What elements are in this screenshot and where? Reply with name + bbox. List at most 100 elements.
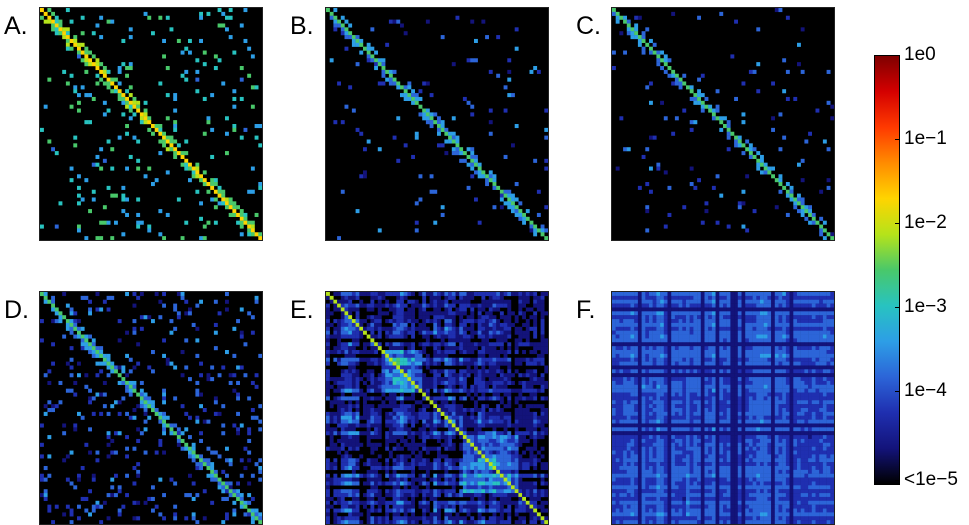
heatmap-cell <box>341 489 345 493</box>
heatmap-cell <box>827 296 831 300</box>
heatmap-cell <box>407 462 411 466</box>
heatmap-cell <box>367 423 371 427</box>
heatmap-cell <box>88 120 92 124</box>
heatmap-cell <box>396 454 400 458</box>
heatmap-cell <box>255 416 259 420</box>
heatmap-cell <box>515 485 519 489</box>
heatmap-cell <box>478 520 482 524</box>
heatmap-cell <box>481 170 485 174</box>
heatmap-cell <box>511 209 515 213</box>
heatmap-cell <box>125 412 129 416</box>
heatmap-cell <box>341 416 345 420</box>
heatmap-cell <box>144 400 148 404</box>
heatmap-cell <box>478 389 482 393</box>
heatmap-cell <box>489 362 493 366</box>
heatmap-cell <box>533 420 537 424</box>
heatmap-cell <box>771 81 775 85</box>
heatmap-cell <box>433 304 437 308</box>
heatmap-cell <box>430 319 434 323</box>
heatmap-cell <box>526 331 530 335</box>
heatmap-cell <box>426 451 430 455</box>
heatmap-cell <box>236 412 240 416</box>
heatmap-cell <box>452 296 456 300</box>
heatmap-cell <box>337 481 341 485</box>
heatmap-cell <box>493 319 497 323</box>
heatmap-cell <box>177 427 181 431</box>
heatmap-cell <box>407 404 411 408</box>
heatmap-cell <box>218 23 222 27</box>
heatmap-cell <box>173 109 177 113</box>
heatmap-cell <box>500 300 504 304</box>
heatmap-cell <box>459 296 463 300</box>
heatmap-cell <box>382 81 386 85</box>
heatmap-cell <box>348 520 352 524</box>
heatmap-cell <box>374 485 378 489</box>
heatmap-cell <box>415 369 419 373</box>
heatmap-cell <box>330 439 334 443</box>
heatmap-cell <box>356 458 360 462</box>
heatmap-cell <box>430 377 434 381</box>
heatmap-cell <box>337 319 341 323</box>
heatmap-cell <box>396 481 400 485</box>
heatmap-cell <box>99 307 103 311</box>
heatmap-cell <box>59 400 63 404</box>
heatmap-cell <box>533 493 537 497</box>
heatmap-cell <box>437 327 441 331</box>
heatmap-cell <box>430 304 434 308</box>
heatmap-cell <box>393 458 397 462</box>
heatmap-cell <box>374 493 378 497</box>
heatmap-cell <box>478 381 482 385</box>
heatmap-cell <box>411 300 415 304</box>
heatmap-cell <box>827 186 831 190</box>
heatmap-cell <box>738 304 742 308</box>
heatmap-cell <box>181 292 185 296</box>
heatmap-cell <box>515 346 519 350</box>
heatmap-cell <box>530 489 534 493</box>
heatmap-cell <box>419 400 423 404</box>
heatmap-cell <box>530 396 534 400</box>
heatmap-cell <box>370 300 374 304</box>
heatmap-cell <box>244 213 248 217</box>
heatmap-cell <box>504 462 508 466</box>
heatmap-cell <box>526 505 530 509</box>
heatmap-cell <box>496 408 500 412</box>
heatmap-cell <box>367 470 371 474</box>
heatmap-cell <box>544 520 548 524</box>
heatmap-cell <box>240 217 244 221</box>
heatmap-cell <box>653 300 657 304</box>
heatmap-cell <box>393 381 397 385</box>
heatmap-cell <box>504 194 508 198</box>
heatmap-cell <box>345 474 349 478</box>
heatmap-cell <box>612 8 616 12</box>
heatmap-cell <box>367 385 371 389</box>
heatmap-cell <box>459 509 463 513</box>
heatmap-cell <box>229 381 233 385</box>
heatmap-cell <box>668 311 672 315</box>
heatmap-cell <box>760 159 764 163</box>
heatmap-cell <box>448 381 452 385</box>
heatmap-cell <box>348 458 352 462</box>
heatmap-cell <box>656 163 660 167</box>
heatmap-cell <box>393 493 397 497</box>
heatmap-cell <box>341 190 345 194</box>
heatmap-cell <box>84 443 88 447</box>
heatmap-cell <box>107 435 111 439</box>
heatmap-cell <box>493 174 497 178</box>
heatmap-cell <box>352 296 356 300</box>
heatmap-cell <box>251 516 255 520</box>
heatmap-cell <box>708 292 712 296</box>
heatmap-cell <box>118 81 122 85</box>
heatmap-cell <box>504 420 508 424</box>
heatmap-cell <box>619 307 623 311</box>
heatmap-cell <box>797 304 801 308</box>
heatmap-cell <box>515 369 519 373</box>
heatmap-cell <box>188 447 192 451</box>
heatmap-cell <box>59 319 63 323</box>
heatmap-cell <box>541 228 545 232</box>
heatmap-cell <box>333 520 337 524</box>
heatmap-cell <box>184 151 188 155</box>
heatmap-cell <box>430 427 434 431</box>
heatmap-cell <box>507 373 511 377</box>
heatmap-cell <box>192 512 196 516</box>
heatmap-cell <box>816 292 820 296</box>
